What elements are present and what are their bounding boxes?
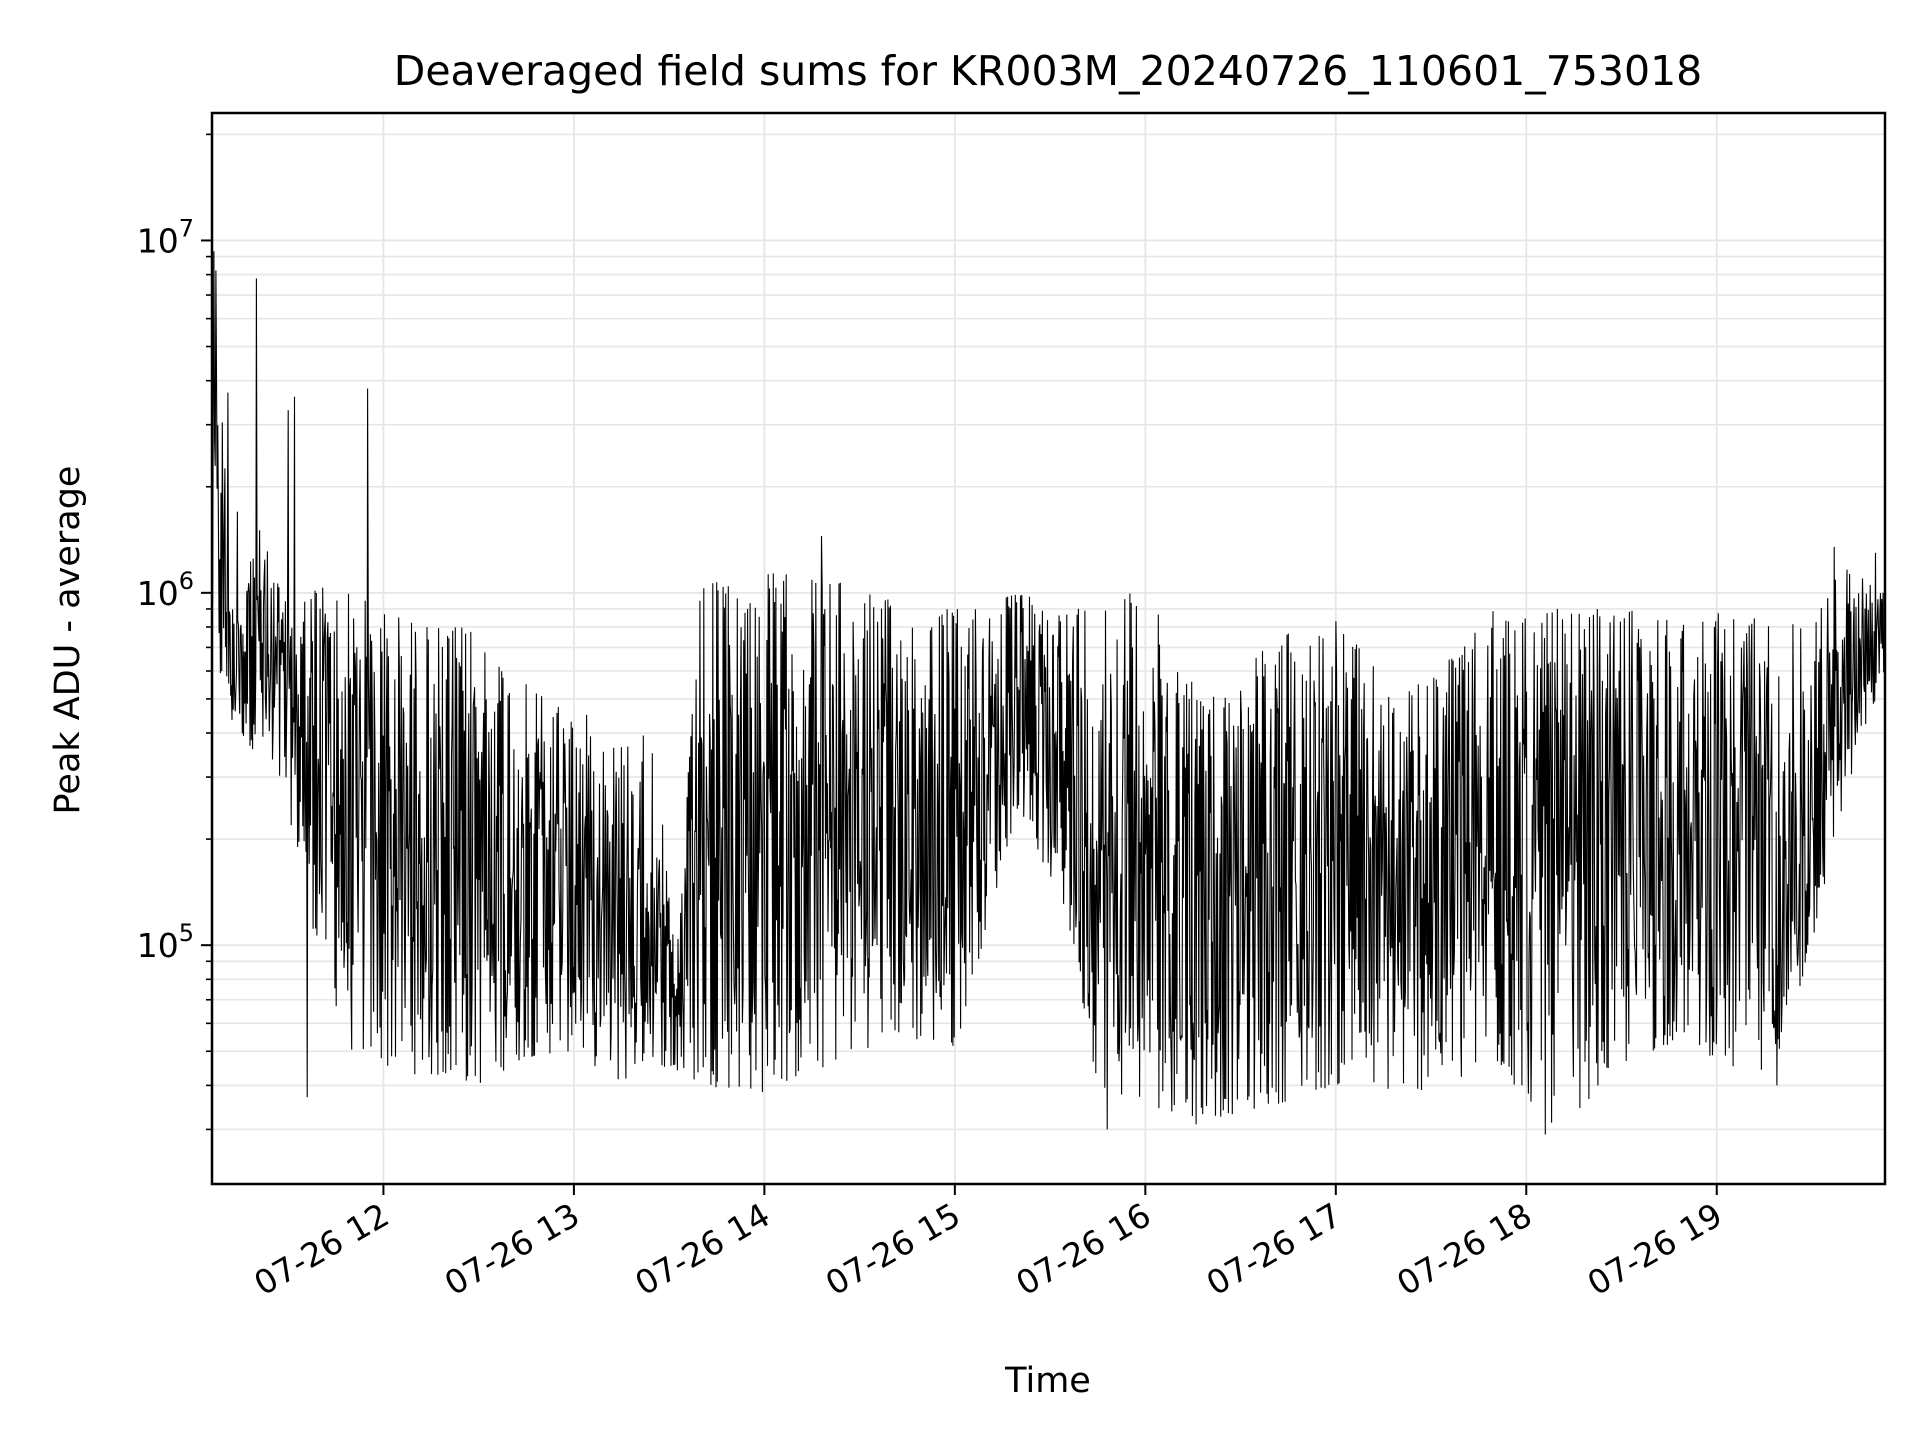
series-line (212, 154, 1885, 1135)
y-tick-label: 107 (137, 214, 194, 260)
chart-title: Deaveraged field sums for KR003M_2024072… (394, 47, 1703, 95)
plot-area (212, 154, 1885, 1135)
x-axis-label: Time (1004, 1361, 1091, 1401)
y-tick-label: 105 (137, 919, 194, 965)
y-axis-label: Peak ADU - average (48, 466, 88, 815)
y-axis: 105 106 107 (137, 133, 212, 1131)
plot-frame (210, 111, 1887, 1186)
y-tick-label: 106 (137, 567, 194, 613)
